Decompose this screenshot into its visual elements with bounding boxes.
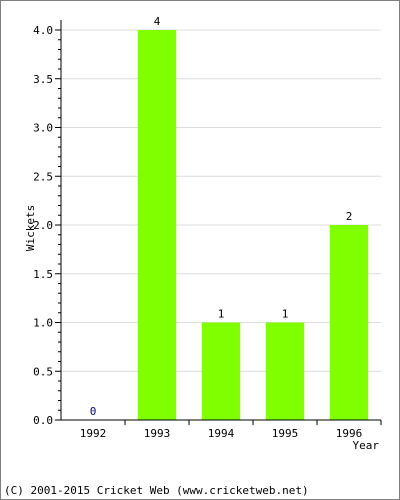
value-label: 2	[346, 210, 353, 223]
y-tick-label: 1.0	[33, 317, 53, 330]
y-tick-label: 4.0	[33, 24, 53, 37]
value-labels: 0 4 1 1 2	[90, 15, 353, 418]
x-tick-label: 1996	[336, 427, 363, 440]
bars	[137, 30, 369, 420]
x-axis-title: Year	[353, 439, 380, 452]
y-tick-label: 1.5	[33, 268, 53, 281]
x-tick-label: 1993	[144, 427, 171, 440]
y-tick-label: 3.5	[33, 73, 53, 86]
y-tick-labels: 0.0 0.5 1.0 1.5 2.0 2.5 3.0 3.5 4.0	[33, 24, 53, 427]
value-label: 1	[282, 308, 289, 321]
bar-1994	[201, 322, 241, 420]
y-tick-label: 0.0	[33, 414, 53, 427]
copyright-footer: (C) 2001-2015 Cricket Web (www.cricketwe…	[4, 484, 309, 497]
bar-1996	[329, 225, 369, 420]
bar-1995	[265, 322, 305, 420]
x-tick-labels: 1992 1993 1994 1995 1996	[80, 427, 363, 440]
value-label: 4	[154, 15, 161, 28]
x-tick-label: 1995	[272, 427, 299, 440]
bar-1993	[137, 30, 177, 420]
y-axis-title: Wickets	[24, 205, 37, 251]
value-label: 1	[218, 308, 225, 321]
y-tick-label: 2.5	[33, 170, 53, 183]
y-tick-label: 3.0	[33, 122, 53, 135]
grid-lines	[61, 29, 381, 372]
x-tick-label: 1994	[208, 427, 235, 440]
x-tick-label: 1992	[80, 427, 107, 440]
axes	[55, 20, 382, 425]
value-label: 0	[90, 405, 97, 418]
y-tick-label: 2.0	[33, 219, 53, 232]
y-tick-label: 0.5	[33, 365, 53, 378]
